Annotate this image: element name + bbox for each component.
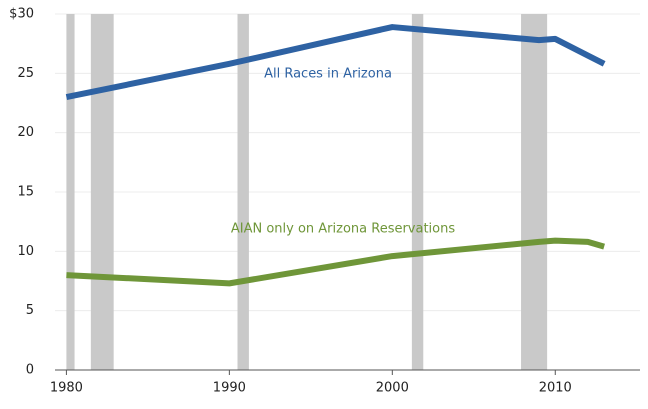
recession-band <box>237 14 249 370</box>
series-line <box>65 24 606 101</box>
x-tick-label: 2000 <box>376 381 409 396</box>
y-tick-label: 25 <box>17 66 34 81</box>
recession-band <box>90 14 114 370</box>
series-line <box>66 237 605 287</box>
recession-band <box>66 14 75 370</box>
recession-band <box>411 14 424 370</box>
x-tick-label: 1990 <box>213 381 246 396</box>
x-tick-label: 2010 <box>539 381 572 396</box>
y-tick-label: 5 <box>26 303 34 318</box>
recession-band <box>521 14 548 370</box>
series-label: All Races in Arizona <box>264 67 392 82</box>
y-tick-label: 20 <box>17 125 34 140</box>
y-tick-label: 0 <box>26 363 34 378</box>
y-tick-label: 10 <box>17 244 34 259</box>
series-label: AIAN only on Arizona Reservations <box>231 222 456 237</box>
y-tick-label: $30 <box>9 7 34 22</box>
x-tick-label: 1980 <box>50 381 83 396</box>
y-tick-label: 15 <box>17 185 34 200</box>
